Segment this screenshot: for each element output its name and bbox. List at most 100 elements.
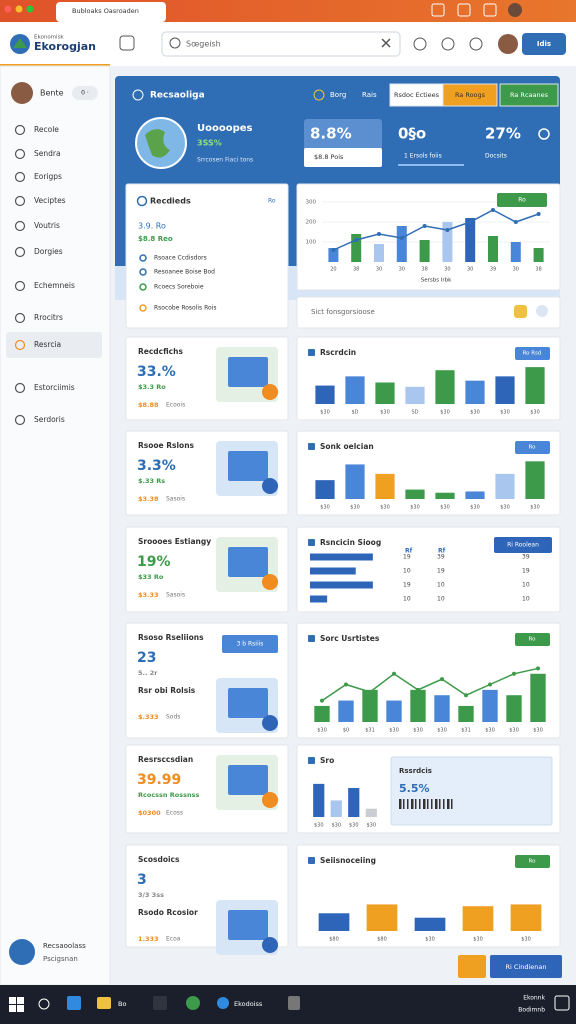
toolbar-icon[interactable] — [431, 3, 445, 17]
bar — [488, 236, 498, 262]
nav-item[interactable]: Serdoris — [34, 415, 65, 424]
notifications[interactable] — [554, 995, 570, 1011]
taskbar-app[interactable] — [288, 996, 300, 1010]
header-tab-label[interactable]: Ra Roogs — [455, 91, 486, 99]
toolbar-icon[interactable] — [483, 3, 497, 17]
chart-badge-label: Ro — [529, 637, 537, 643]
barcode — [431, 799, 433, 809]
bar — [374, 244, 384, 262]
stat-value: 8.8% — [310, 125, 352, 143]
bar — [315, 480, 335, 499]
header-tab-label[interactable]: Rsdoc Ectiees — [394, 91, 440, 99]
table-cell: 19 — [437, 568, 445, 575]
illustration-figure — [262, 478, 278, 494]
top-button[interactable] — [522, 33, 566, 55]
card-button[interactable] — [494, 537, 552, 553]
nav-item[interactable]: Rrocitrs — [34, 313, 63, 322]
main-chart-footer — [296, 296, 561, 329]
table-cell: 10 — [403, 596, 411, 603]
taskbar-app[interactable] — [67, 996, 81, 1010]
card-foot: $0300 — [138, 809, 161, 817]
taskbar-search[interactable] — [38, 998, 50, 1010]
footer-icon[interactable] — [9, 939, 35, 965]
line-point — [399, 236, 404, 240]
nav-item[interactable]: Voutris — [34, 221, 60, 230]
table-cell: 19 — [403, 554, 411, 561]
header-tab-label[interactable]: Ra Rcaanes — [510, 91, 549, 99]
header-tab[interactable] — [442, 83, 498, 107]
avatar[interactable] — [508, 3, 522, 17]
bar — [495, 376, 515, 404]
card-sub: 5.. 2r — [138, 669, 158, 677]
card-button-label[interactable]: Ri Roolean — [507, 542, 539, 549]
x-tick-label: 38 — [421, 267, 427, 273]
taskbar-app[interactable] — [217, 997, 229, 1009]
bar — [410, 689, 426, 722]
barcode — [451, 799, 453, 809]
card-button-label[interactable]: 3 b Rsiiis — [237, 641, 264, 648]
nav-item[interactable]: Veciptes — [34, 196, 66, 205]
nav-item[interactable]: Resrcia — [34, 340, 61, 349]
start-button[interactable] — [9, 997, 24, 1012]
nav-item[interactable]: Sendra — [34, 149, 61, 158]
window-dot[interactable] — [15, 5, 23, 13]
hbar — [310, 567, 356, 575]
stat-underline — [398, 164, 464, 166]
header-link[interactable]: Rais — [362, 91, 377, 99]
card-title: Scosdoics — [138, 855, 180, 864]
action-button-label[interactable]: Ri Cindienan — [505, 963, 546, 971]
table-cell: 10 — [522, 582, 530, 589]
nav-item[interactable]: Estorciimis — [34, 383, 75, 392]
action-button[interactable] — [490, 955, 562, 978]
footer-button[interactable] — [536, 305, 548, 317]
top-button-label[interactable]: Idis — [537, 40, 551, 48]
table-cell: 39 — [522, 554, 530, 561]
search-box[interactable] — [161, 31, 401, 57]
taskbar-app[interactable] — [97, 997, 111, 1009]
card-foot: 1.333 — [138, 935, 159, 943]
chart-title: Rsncicin Sioog — [320, 538, 381, 547]
user-badge — [72, 86, 98, 100]
toolbar-icon[interactable] — [457, 3, 471, 17]
logo-text: Ekorogjan — [34, 40, 96, 53]
taskbar-app[interactable] — [153, 996, 167, 1010]
bar — [351, 234, 362, 262]
hbar — [310, 581, 373, 589]
card-button[interactable] — [222, 635, 278, 653]
illustration-figure — [262, 937, 278, 953]
edit-icon[interactable] — [441, 37, 455, 51]
home-icon[interactable] — [119, 35, 135, 51]
browser-tab[interactable] — [56, 2, 166, 22]
globe-title: Uoooopes — [197, 123, 253, 134]
bar — [533, 248, 544, 262]
x-tick-label: $31 — [365, 728, 375, 734]
search-placeholder: Sœgeish — [186, 40, 221, 49]
illustration-screen — [228, 451, 268, 481]
x-tick-label: 30 — [376, 267, 382, 273]
bar — [313, 783, 325, 817]
taskbar-app[interactable] — [186, 996, 200, 1010]
nav-icon — [14, 339, 26, 351]
user-avatar[interactable] — [498, 34, 518, 54]
window-dot[interactable] — [4, 5, 12, 13]
clear-icon[interactable] — [381, 38, 391, 48]
action-icon[interactable] — [469, 37, 483, 51]
lock-icon[interactable] — [413, 37, 427, 51]
y-tick-label: 200 — [306, 220, 317, 226]
chart-card — [296, 844, 561, 948]
nav-icon — [14, 312, 26, 324]
header-tab[interactable] — [499, 83, 559, 107]
nav-item[interactable]: Dorgies — [34, 247, 63, 256]
action-button[interactable] — [458, 955, 486, 978]
header-link[interactable]: Borg — [330, 91, 346, 99]
table-cell: 39 — [437, 554, 445, 561]
footer-button[interactable] — [514, 305, 527, 318]
bar — [458, 705, 474, 722]
chart-title: Sorc Usrtistes — [320, 634, 380, 643]
nav-item[interactable]: Echemneis — [34, 281, 75, 290]
window-dot[interactable] — [26, 5, 34, 13]
nav-item[interactable]: Recole — [34, 125, 59, 134]
nav-item[interactable]: Eorigps — [34, 172, 62, 181]
x-tick-label: 38 — [353, 267, 359, 273]
x-tick-label: $30 — [500, 410, 510, 416]
